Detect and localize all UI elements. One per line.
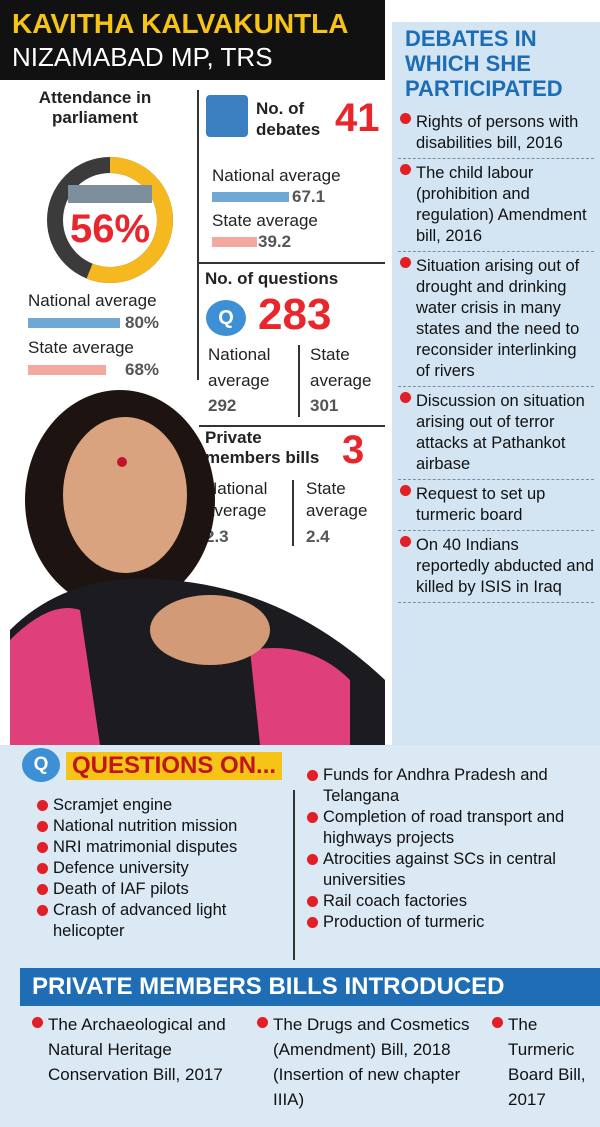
deb-national-label: National average [212,166,341,185]
hands [150,595,270,665]
list-item: Production of turmeric [305,912,595,933]
debates-value: 41 [335,96,380,140]
attendance-value: 56% [70,207,150,251]
bills-value: 3 [342,428,365,472]
list-item: NRI matrimonial disputes [35,837,290,858]
sleeve [250,648,350,745]
list-item: The Drugs and Cosmetics (Amendment) Bill… [255,1012,480,1112]
deb-national-value: 67.1 [292,187,326,206]
name: KAVITHA KALVAKUNTLA [12,8,349,39]
att-state-bar [28,365,107,375]
divider [293,790,295,960]
list-item: Discussion on situation arising out of t… [398,387,594,480]
debates-title: DEBATES IN WHICH SHE PARTICIPATED [405,26,563,101]
questions-right: Funds for Andhra Pradesh and Telangana Co… [305,765,595,933]
list-item: On 40 Indians reportedly abducted and ki… [398,531,594,603]
attendance-label: Attendance in parliament [38,88,152,127]
debates-icon [206,95,248,137]
donut: 56% [47,157,173,283]
att-state-value: 68% [125,360,160,379]
list-item: The Archaeological and Natural Heritage … [30,1012,245,1087]
q-national-value: 292 [208,396,237,415]
list-item: Situation arising out of drought and dri… [398,252,594,387]
debates-list: Rights of persons with disabilities bill… [398,108,594,603]
att-national-bar [28,318,120,328]
subtitle: NIZAMABAD MP, TRS [12,42,273,72]
list-item: National nutrition mission [35,816,290,837]
list-item: Scramjet engine [35,795,290,816]
divider [298,345,300,417]
list-item: The child labour (prohibition and regula… [398,159,594,252]
debates-label: No. of debates [256,99,321,139]
deb-state-value: 39.2 [258,232,292,251]
list-item: Crash of advanced light helicopter [35,900,290,942]
list-item: Death of IAF pilots [35,879,290,900]
list-item: The Turmeric Board Bill, 2017 [490,1012,590,1112]
list-item: Funds for Andhra Pradesh and Telangana [305,765,595,807]
questions-label: No. of questions [205,269,339,288]
face [63,417,187,573]
list-item: Defence university [35,858,290,879]
questions-on-title: QUESTIONS ON... [66,752,283,780]
q-state-label: State average [310,345,372,390]
list-item: Atrocities against SCs in central univer… [305,849,595,891]
donut-arc [47,157,173,283]
bottom-panel [0,745,600,1127]
list-item: Completion of road transport and highway… [305,807,595,849]
list-item: Rights of persons with disabilities bill… [398,108,594,159]
debates-panel [392,22,600,745]
questions-value: 283 [258,290,332,339]
bindi [117,457,127,467]
pb-state-value: 2.4 [306,527,330,546]
parliament-icon [68,185,152,203]
portrait [10,390,385,745]
header-band [0,0,385,80]
list-item: Rail coach factories [305,891,595,912]
saree-border [10,608,100,745]
divider [292,480,294,546]
q-icon: Q [206,300,246,336]
q-icon: Q [22,748,60,782]
att-national-value: 80% [125,313,160,332]
pb-national-label: National average [205,479,268,520]
pb-state-label: State average [306,479,368,520]
q-national-label: National average [208,345,271,390]
bills-title: PRIVATE MEMBERS BILLS INTRODUCED [20,968,600,1006]
deb-national-bar [212,192,290,202]
q-state-value: 301 [310,396,339,415]
divider [199,425,385,427]
deb-state-label: State average [212,211,318,230]
list-item: Request to set up turmeric board [398,480,594,531]
att-national-label: National average [28,291,157,310]
questions-left: Scramjet engine National nutrition missio… [35,795,290,942]
att-state-label: State average [28,338,134,357]
deb-state-bar [212,237,258,247]
divider [199,262,385,264]
bills-label: Private members bills [205,428,320,467]
divider [197,90,199,380]
